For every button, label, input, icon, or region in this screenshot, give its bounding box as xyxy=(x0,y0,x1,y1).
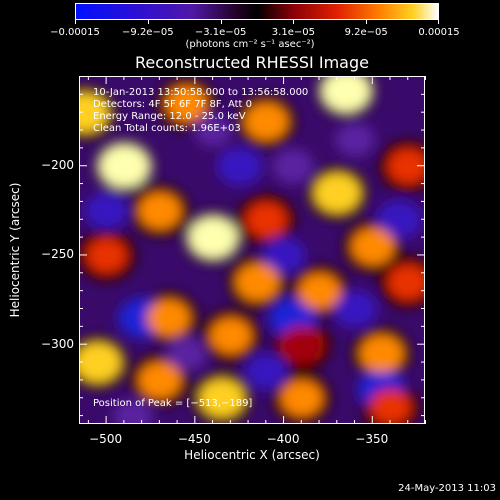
annotation-time: 10-Jan-2013 13:50:58.000 to 13:56:58.000 xyxy=(93,87,309,98)
annotation-energy: Energy Range: 12.0 - 25.0 keV xyxy=(93,111,246,122)
hot-region xyxy=(313,173,361,213)
cold-region xyxy=(84,192,129,230)
hot-region xyxy=(371,391,410,423)
y-tick-label: −200 xyxy=(41,158,74,173)
hot-region xyxy=(351,228,394,265)
colorbar-tick-mark xyxy=(366,20,368,24)
hot-region xyxy=(166,86,207,122)
hot-region xyxy=(359,334,404,373)
colorbar-gradient xyxy=(76,4,438,19)
hot-region xyxy=(388,265,424,299)
y-tick-label: −300 xyxy=(41,336,74,351)
hot-region xyxy=(235,263,280,301)
image-plot xyxy=(79,76,425,424)
annotation-method: Clean Total counts: 1.96E+03 xyxy=(93,123,241,134)
cold-region xyxy=(335,122,375,157)
hot-region xyxy=(246,203,286,237)
cold-region xyxy=(113,399,153,423)
colorbar-tick-label: −3.1e−05 xyxy=(194,27,247,38)
x-tick-label: −350 xyxy=(355,432,389,446)
hot-region xyxy=(80,342,122,383)
colorbar-unit-label: (photons cm⁻² s⁻¹ asec⁻²) xyxy=(185,39,315,50)
cold-region xyxy=(262,237,306,274)
hot-region xyxy=(188,216,238,259)
hot-region xyxy=(321,77,371,112)
hot-region xyxy=(87,239,126,272)
x-tick-label: −500 xyxy=(89,432,123,446)
cold-region xyxy=(166,336,207,371)
hot-region xyxy=(147,299,190,336)
colorbar-tick-mark xyxy=(293,20,295,24)
colorbar-tick-mark xyxy=(75,20,76,24)
colorbar-tick-label: 9.2e−05 xyxy=(344,27,388,38)
colorbar-tick-label: −9.2e−05 xyxy=(122,27,174,38)
colorbar-tick-mark xyxy=(147,20,149,24)
colorbar xyxy=(75,3,439,20)
hot-region xyxy=(283,329,320,361)
annotation-detectors: Detectors: 4F 5F 6F 7F 8F, Att 0 xyxy=(93,99,253,110)
hot-region xyxy=(199,378,245,418)
chart-title: Reconstructed RHESSI Image xyxy=(135,53,369,72)
colorbar-tick-label: 3.1e−05 xyxy=(271,27,315,38)
x-axis-label: Heliocentric X (arcsec) xyxy=(184,448,320,462)
hot-region xyxy=(99,144,150,188)
annotation-peak: Position of Peak = [−513,−189] xyxy=(93,398,253,409)
hot-region xyxy=(138,362,182,399)
cold-region xyxy=(216,146,263,186)
x-tick-label: −450 xyxy=(177,432,211,446)
hot-region xyxy=(80,92,109,133)
colorbar-tick-label: −0.00015 xyxy=(50,27,100,38)
colorbar-tick-label: 0.00015 xyxy=(418,27,460,38)
footer-date: 24-May-2013 11:03 xyxy=(398,483,496,494)
hot-region xyxy=(138,192,182,229)
y-tick-label: −250 xyxy=(41,247,74,262)
hot-region xyxy=(281,380,323,416)
hot-region xyxy=(299,273,340,309)
y-axis-label: Heliocentric Y (arcsec) xyxy=(8,182,22,318)
colorbar-tick-mark xyxy=(438,20,439,24)
hot-region xyxy=(388,149,424,183)
cold-region xyxy=(194,114,232,147)
colorbar-tick-mark xyxy=(220,20,222,24)
cold-region xyxy=(333,290,378,328)
cold-region xyxy=(272,148,314,184)
hot-region xyxy=(210,318,252,354)
cold-region xyxy=(245,353,288,390)
hot-region xyxy=(244,102,289,141)
x-tick-label: −400 xyxy=(266,432,300,446)
cold-region xyxy=(376,200,423,240)
